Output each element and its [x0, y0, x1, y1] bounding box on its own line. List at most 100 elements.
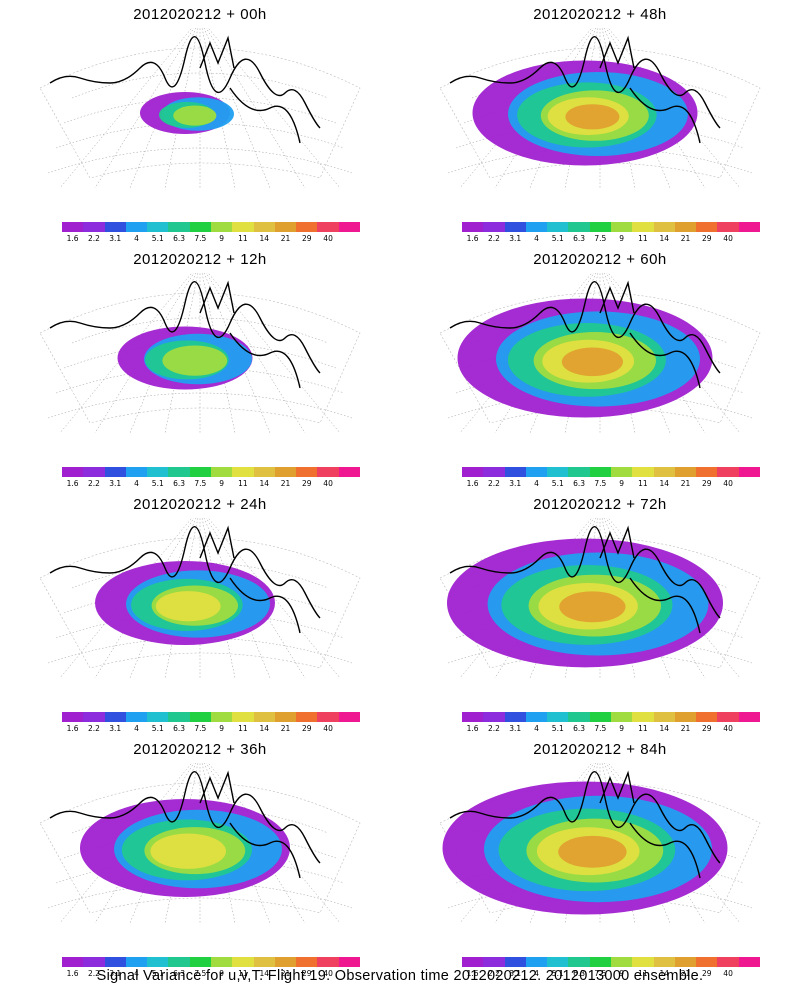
colorbar-tick-label: 5.1 — [551, 479, 564, 488]
latitude-line — [71, 72, 329, 99]
colorbar-swatch — [589, 712, 611, 722]
colorbar-tick-label: 1.6 — [66, 969, 79, 978]
colorbar-tick-label: 3.1 — [509, 479, 522, 488]
colorbar-swatch — [317, 957, 339, 967]
colorbar-tick-label: 5.1 — [551, 724, 564, 733]
coastline — [449, 525, 721, 634]
colorbar-swatch — [674, 222, 697, 232]
polar-map — [439, 273, 761, 434]
colorbar-swatch — [653, 957, 675, 967]
polar-map — [39, 518, 361, 679]
latitude-line — [63, 342, 337, 369]
coastline — [449, 770, 721, 879]
colorbar-swatch — [547, 957, 569, 967]
latitude-line — [63, 97, 337, 124]
panel-title: 2012020212 + 00h — [133, 6, 267, 23]
colorbar-swatch — [632, 957, 654, 967]
colorbar-swatch — [568, 957, 590, 967]
colorbar-tick-label: 3.1 — [109, 234, 122, 243]
colorbar-swatch — [568, 467, 590, 477]
variance-contour — [561, 347, 623, 377]
colorbar-tick-label: 11 — [238, 479, 248, 488]
colorbar-swatch — [125, 222, 148, 232]
map-boundary — [439, 292, 761, 424]
colorbar-swatch — [525, 712, 548, 722]
colorbar-swatch — [210, 712, 233, 722]
coastline — [449, 35, 721, 144]
map-panel: 2012020212 + 24h 1.6 2.2 3.1 4 5.1 6.3 7.5 9 11 14… — [0, 490, 400, 735]
colorbar-swatch — [62, 222, 84, 232]
colorbar-tick-label: 9 — [219, 724, 225, 733]
colorbar-swatch — [653, 222, 675, 232]
colorbar — [462, 467, 760, 477]
colorbar-tick-label: 29 — [301, 479, 312, 488]
colorbar-tick-label: 3.1 — [109, 724, 122, 733]
colorbar-swatch — [253, 467, 275, 477]
colorbar-swatch — [462, 222, 484, 232]
colorbar-tick-label: 2.2 — [87, 969, 100, 978]
colorbar-swatch — [589, 467, 611, 477]
latitude-line — [71, 807, 329, 834]
colorbar-swatch — [62, 467, 84, 477]
colorbar-tick-label: 2.2 — [487, 479, 500, 488]
longitude-line — [164, 518, 199, 679]
colorbar-tick-label: 4 — [534, 234, 539, 243]
colorbar-tick-label: 4 — [134, 234, 139, 243]
colorbar-tick-label: 5.1 — [151, 969, 164, 978]
colorbar-swatch — [338, 467, 360, 477]
colorbar-tick-label: 7.5 — [194, 479, 207, 488]
colorbar-tick-label: 2.2 — [487, 724, 500, 733]
colorbar-swatch — [296, 467, 318, 477]
colorbar — [462, 222, 760, 232]
colorbar-swatch — [274, 712, 297, 722]
colorbar — [62, 222, 360, 232]
colorbar-ticks: 1.6 2.2 3.1 4 5.1 6.3 7.5 9 11 14 21 29 40 — [462, 479, 760, 489]
longitude-line — [201, 273, 236, 434]
colorbar-swatch — [696, 957, 718, 967]
colorbar-tick-label: 1.6 — [466, 969, 479, 978]
colorbar-swatch — [317, 222, 339, 232]
colorbar-swatch — [317, 712, 339, 722]
colorbar-swatch — [104, 712, 126, 722]
colorbar-tick-label: 2.2 — [87, 479, 100, 488]
colorbar-swatch — [483, 467, 505, 477]
colorbar-tick-label: 40 — [723, 234, 733, 243]
colorbar-tick-label: 11 — [238, 724, 248, 733]
colorbar-tick-label: 21 — [680, 479, 691, 488]
colorbar-swatch — [483, 712, 505, 722]
colorbar-swatch — [168, 712, 190, 722]
colorbar-tick-label: 11 — [638, 479, 648, 488]
colorbar-tick-label: 5.1 — [151, 234, 164, 243]
colorbar-tick-label: 29 — [701, 724, 712, 733]
colorbar-tick-label: 14 — [259, 969, 269, 978]
latitude-line — [471, 72, 729, 99]
map-boundary — [439, 47, 761, 179]
colorbar-tick-label: 2.2 — [487, 234, 500, 243]
colorbar-tick-label: 11 — [238, 234, 248, 243]
colorbar-tick-label: 7.5 — [594, 234, 607, 243]
colorbar-tick-label: 14 — [659, 969, 669, 978]
colorbar-swatch — [168, 467, 190, 477]
colorbar-tick-label: 11 — [638, 969, 648, 978]
variance-contour — [559, 591, 626, 623]
colorbar-ticks: 1.6 2.2 3.1 4 5.1 6.3 7.5 9 11 14 21 29 40 — [462, 234, 760, 244]
colorbar-swatch — [696, 222, 718, 232]
colorbar-swatch — [653, 712, 675, 722]
polar-map — [439, 28, 761, 189]
coastline — [449, 280, 721, 389]
colorbar-tick-label: 6.3 — [173, 724, 186, 733]
colorbar-tick-label: 14 — [659, 479, 669, 488]
map-panel: 2012020212 + 60h 1.6 2.2 3.1 4 5.1 6.3 7.5 9 11 14… — [400, 245, 800, 490]
colorbar-swatch — [210, 957, 233, 967]
panel-title: 2012020212 + 24h — [133, 496, 267, 513]
colorbar-tick-label: 14 — [259, 724, 269, 733]
colorbar — [62, 712, 360, 722]
colorbar-swatch — [483, 957, 505, 967]
colorbar-tick-label: 11 — [638, 234, 648, 243]
latitude-line — [55, 367, 345, 394]
colorbar-tick-label: 11 — [238, 969, 248, 978]
colorbar-swatch — [338, 957, 360, 967]
colorbar-swatch — [147, 222, 169, 232]
colorbar-tick-label: 2.2 — [87, 724, 100, 733]
map-panel: 2012020212 + 72h 1.6 2.2 3.1 4 5.1 6.3 7.5 9 11 14… — [400, 490, 800, 735]
